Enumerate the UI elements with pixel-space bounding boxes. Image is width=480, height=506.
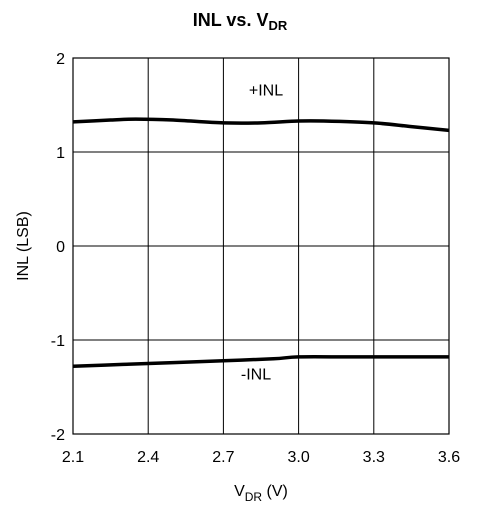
y-tick-label: -2 [51, 427, 65, 444]
y-tick-label: 1 [56, 145, 65, 162]
x-tick-label: 2.7 [212, 449, 234, 466]
y-tick-label: 0 [56, 239, 65, 256]
chart-title-subscript: DR [268, 18, 288, 33]
series-line-neg-inl [72, 355, 449, 369]
x-axis-label: VDR (V) [234, 483, 288, 504]
x-tick-label: 3.3 [363, 449, 385, 466]
x-axis-label-unit: (V) [262, 483, 288, 500]
tick-labels: 2.1 2.4 2.7 3.0 3.3 3.6 2 1 0 -1 -2 [51, 51, 460, 466]
series-line-pos-inl [72, 117, 450, 133]
x-tick-label: 3.6 [438, 449, 460, 466]
y-tick-label: -1 [51, 333, 65, 350]
x-axis-label-subscript: DR [245, 490, 263, 504]
y-axis-label: INL (LSB) [15, 211, 32, 281]
chart-title: INL vs. VDR [0, 10, 480, 33]
series-label-pos-inl: +INL [249, 83, 283, 100]
plot-frame [72, 57, 450, 435]
x-tick-label: 2.1 [62, 449, 84, 466]
series-layer [72, 117, 450, 369]
y-tick-label: 2 [56, 51, 65, 68]
chart-title-text: INL vs. V [192, 10, 269, 30]
x-axis-label-main: V [234, 483, 245, 500]
x-tick-label: 2.4 [137, 449, 159, 466]
series-label-neg-inl: -INL [241, 366, 271, 383]
x-tick-label: 3.0 [287, 449, 309, 466]
